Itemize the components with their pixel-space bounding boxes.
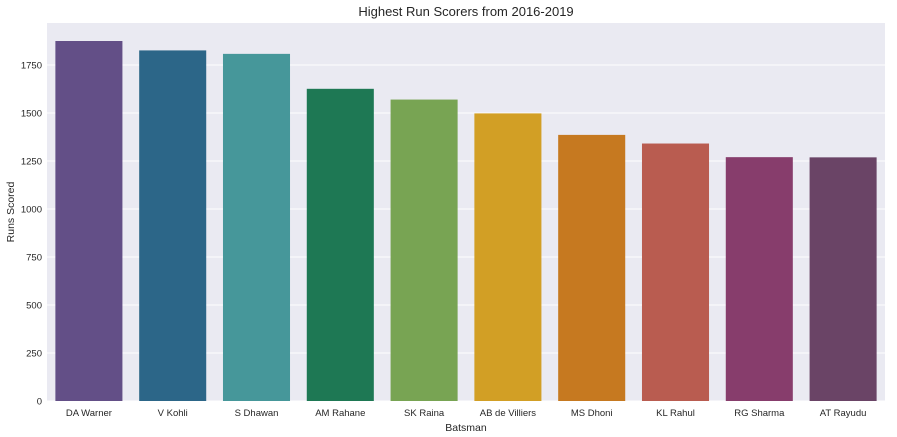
x-tick-label: SK Raina xyxy=(404,408,445,419)
bar xyxy=(725,157,793,401)
bars xyxy=(55,41,877,402)
x-tick-label: AT Rayudu xyxy=(820,408,867,419)
x-tick-label: RG Sharma xyxy=(734,408,785,419)
bar xyxy=(390,99,458,401)
x-axis-ticks: DA Warner V Kohli S Dhawan AM Rahane SK Rain… xyxy=(66,408,867,419)
y-tick-label: 0 xyxy=(37,397,42,408)
x-tick-label: AB de Villiers xyxy=(480,408,537,419)
y-tick-label: 1750 xyxy=(21,61,42,72)
x-tick-label: KL Rahul xyxy=(656,408,695,419)
y-tick-label: 1000 xyxy=(21,205,42,216)
y-axis-label: Runs Scored xyxy=(5,181,17,242)
x-tick-label: DA Warner xyxy=(66,408,112,419)
bar xyxy=(641,143,710,401)
y-tick-label: 750 xyxy=(26,253,42,264)
x-tick-label: S Dhawan xyxy=(235,408,279,419)
bar xyxy=(474,113,542,401)
bar xyxy=(306,88,374,402)
y-tick-label: 1500 xyxy=(21,109,42,120)
bar xyxy=(55,41,123,401)
x-tick-label: V Kohli xyxy=(158,408,188,419)
chart-title: Highest Run Scorers from 2016-2019 xyxy=(358,4,573,19)
x-tick-label: MS Dhoni xyxy=(571,408,613,419)
y-axis-ticks: 0 250 500 750 1000 1250 1500 1750 xyxy=(21,61,42,408)
y-tick-label: 250 xyxy=(26,349,42,360)
bar xyxy=(558,134,626,401)
bar xyxy=(139,50,207,402)
x-axis-label: Batsman xyxy=(445,422,487,434)
y-tick-label: 1250 xyxy=(21,157,42,168)
x-tick-label: AM Rahane xyxy=(315,408,365,419)
bar xyxy=(809,157,877,401)
bar xyxy=(222,53,291,401)
y-tick-label: 500 xyxy=(26,301,42,312)
